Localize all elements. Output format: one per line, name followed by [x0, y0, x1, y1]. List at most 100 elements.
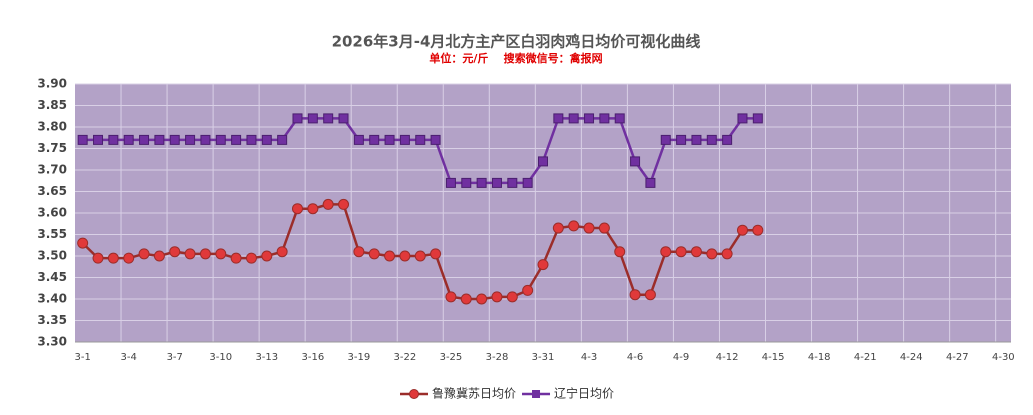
marker [123, 134, 134, 145]
x-tick-label: 4-9 [673, 352, 689, 363]
marker [644, 289, 656, 301]
x-tick-label: 3-31 [532, 352, 555, 363]
y-tick-label: 3.65 [37, 184, 67, 198]
marker [292, 113, 303, 124]
marker [752, 224, 764, 236]
marker [614, 113, 625, 124]
marker [353, 134, 364, 145]
marker [584, 113, 595, 124]
marker [660, 134, 671, 145]
marker [169, 134, 180, 145]
marker [721, 248, 733, 260]
y-tick-label: 3.55 [37, 227, 67, 241]
marker [230, 252, 242, 264]
marker [215, 248, 227, 260]
marker [153, 250, 165, 262]
marker [123, 252, 135, 264]
marker [77, 134, 88, 145]
legend-label: 鲁豫冀苏日均价 [432, 387, 516, 401]
marker [323, 113, 334, 124]
y-tick-label: 3.30 [37, 335, 67, 349]
marker [660, 246, 672, 258]
marker [445, 177, 456, 188]
marker [522, 177, 533, 188]
marker [199, 248, 211, 260]
marker [277, 134, 288, 145]
marker [169, 246, 181, 258]
marker [93, 134, 104, 145]
y-tick-label: 3.85 [37, 98, 67, 112]
x-tick-label: 3-28 [486, 352, 509, 363]
marker [307, 113, 318, 124]
chart-subtitle: 单位：元/斤 搜索微信号：禽报网 [429, 51, 602, 65]
y-tick-label: 3.80 [37, 120, 67, 134]
marker [139, 134, 150, 145]
marker [322, 198, 334, 210]
marker [676, 134, 687, 145]
marker [108, 134, 119, 145]
x-tick-label: 4-21 [854, 352, 877, 363]
marker [645, 177, 656, 188]
marker [737, 113, 748, 124]
y-tick-label: 3.40 [37, 292, 67, 306]
marker [276, 246, 288, 258]
marker [476, 293, 488, 305]
x-tick-label: 3-22 [394, 352, 417, 363]
marker [507, 177, 518, 188]
marker [538, 156, 548, 167]
marker [461, 177, 472, 188]
marker [414, 250, 426, 262]
x-tick-label: 3-19 [348, 352, 371, 363]
y-tick-label: 3.75 [37, 141, 67, 155]
marker [598, 222, 610, 234]
marker [338, 198, 350, 210]
x-tick-label: 4-12 [716, 352, 739, 363]
legend-marker [532, 390, 541, 398]
marker [368, 248, 380, 260]
marker [460, 293, 472, 305]
x-tick-label: 3-13 [255, 352, 278, 363]
x-tick-label: 4-30 [992, 352, 1015, 363]
marker [491, 177, 502, 188]
marker [430, 134, 441, 145]
marker [736, 224, 748, 236]
marker [537, 259, 549, 271]
marker [107, 252, 119, 264]
x-tick-label: 4-18 [808, 352, 831, 363]
marker [552, 222, 564, 234]
marker [630, 156, 641, 167]
y-tick-label: 3.35 [37, 313, 67, 327]
marker [629, 289, 641, 301]
marker [430, 248, 442, 260]
x-tick-label: 3-1 [75, 352, 91, 363]
marker [384, 250, 396, 262]
marker [77, 237, 89, 249]
marker [369, 134, 380, 145]
x-tick-label: 4-24 [900, 352, 923, 363]
y-tick-label: 3.50 [37, 249, 67, 263]
marker [675, 246, 687, 258]
marker [261, 250, 273, 262]
x-tick-label: 3-4 [121, 352, 137, 363]
marker [614, 246, 626, 258]
marker [476, 177, 487, 188]
marker [568, 220, 580, 232]
marker [583, 222, 595, 234]
marker [752, 113, 763, 124]
marker [706, 134, 717, 145]
y-tick-label: 3.60 [37, 206, 67, 220]
marker [338, 113, 349, 124]
marker [231, 134, 242, 145]
marker [522, 284, 534, 296]
marker [138, 248, 150, 260]
marker [568, 113, 579, 124]
x-tick-label: 3-10 [209, 352, 232, 363]
marker [307, 203, 319, 215]
y-tick-label: 3.70 [37, 163, 67, 177]
x-tick-label: 4-6 [627, 352, 643, 363]
x-tick-label: 4-15 [762, 352, 785, 363]
marker [445, 291, 457, 303]
marker [722, 134, 733, 145]
marker [553, 113, 564, 124]
